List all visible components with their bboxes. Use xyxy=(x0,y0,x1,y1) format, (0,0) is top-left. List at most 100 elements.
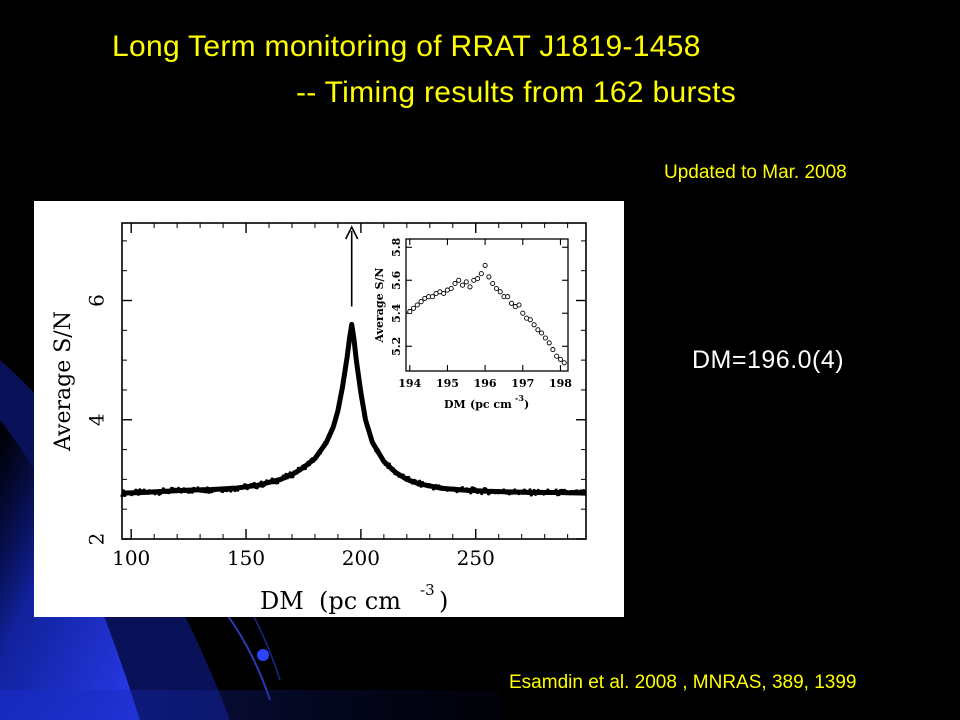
main-data-point xyxy=(416,483,420,487)
main-data-point xyxy=(156,490,160,494)
main-data-point xyxy=(554,488,558,492)
main-data-point xyxy=(295,471,299,475)
main-data-point xyxy=(318,451,323,455)
main-data-point xyxy=(307,463,311,467)
main-xtick-label: 100 xyxy=(112,546,150,570)
main-data-point xyxy=(540,489,544,493)
main-data-point xyxy=(142,488,146,492)
main-data-point xyxy=(265,479,269,483)
inset-data-point xyxy=(418,299,424,305)
main-data-point xyxy=(316,451,320,455)
main-data-point xyxy=(291,475,295,479)
main-data-point xyxy=(353,345,357,349)
inset-data-point xyxy=(410,305,417,311)
main-data-point xyxy=(329,431,334,435)
main-data-point xyxy=(434,483,438,488)
main-data-point xyxy=(229,489,233,493)
main-data-point xyxy=(372,442,376,446)
inset-data-point xyxy=(467,284,473,290)
main-xlabel-units: (pc cm xyxy=(319,587,401,615)
plot-panel: 100 150 200 250 2 4 6 Average S/N DM (pc cm -3) 194… xyxy=(34,201,624,617)
inset-xlabel-close: ) xyxy=(524,398,529,411)
main-data-point xyxy=(312,459,316,463)
inset-series-points xyxy=(407,262,567,366)
main-data-point xyxy=(339,393,343,397)
main-data-point xyxy=(582,489,586,493)
main-data-point xyxy=(146,491,150,495)
main-data-point xyxy=(313,457,317,461)
main-data-point xyxy=(465,487,469,491)
main-data-point xyxy=(535,492,539,496)
main-xtick-label: 250 xyxy=(457,546,495,570)
inset-data-point xyxy=(452,280,458,287)
main-data-point xyxy=(407,475,411,480)
main-data-point xyxy=(288,471,292,475)
main-data-point xyxy=(168,489,172,493)
inset-xtick-label: 194 xyxy=(398,377,421,390)
inset-data-point xyxy=(550,347,556,353)
main-data-point xyxy=(485,489,489,493)
main-data-point xyxy=(349,327,353,331)
main-xlabel: DM (pc cm -3) xyxy=(260,581,448,615)
main-data-point xyxy=(467,488,471,492)
main-data-point xyxy=(484,487,488,491)
main-data-point xyxy=(583,492,587,496)
main-plot-frame xyxy=(121,222,587,540)
inset-data-point xyxy=(407,309,413,315)
main-data-point xyxy=(241,485,245,490)
main-data-point xyxy=(141,491,145,495)
inset-data-point xyxy=(554,353,560,359)
inset-xlabel-exp: -3 xyxy=(515,393,524,403)
main-data-point xyxy=(391,467,396,471)
main-data-point xyxy=(357,376,361,380)
inset-data-point xyxy=(429,294,435,300)
main-data-point xyxy=(430,484,434,488)
inset-ytick-label: 5.6 xyxy=(390,270,403,289)
main-data-point xyxy=(531,492,535,496)
main-data-point xyxy=(132,490,136,495)
main-data-point xyxy=(389,465,393,469)
dm-result: DM=196.0(4) xyxy=(692,346,845,374)
main-data-point xyxy=(419,484,423,488)
main-xtick-label: 150 xyxy=(227,546,265,570)
main-data-point xyxy=(328,435,332,439)
main-data-point xyxy=(225,489,229,493)
main-data-point xyxy=(176,486,181,490)
inset-data-point xyxy=(505,294,511,300)
main-data-point xyxy=(263,481,267,485)
main-data-point xyxy=(356,367,360,371)
slide-title-line1: Long Term monitoring of RRAT J1819-1458 xyxy=(112,30,701,63)
main-data-point xyxy=(205,486,209,490)
main-data-point xyxy=(411,481,415,485)
main-data-point xyxy=(276,481,280,485)
main-ytick-label: 4 xyxy=(85,413,109,426)
main-data-point xyxy=(368,430,372,434)
peak-arrow-head xyxy=(344,225,359,240)
main-data-point xyxy=(284,472,288,476)
main-data-point xyxy=(128,490,132,494)
main-data-point xyxy=(255,486,259,490)
main-data-point xyxy=(546,488,550,492)
slide-title-line2: -- Timing results from 162 bursts xyxy=(296,76,737,109)
main-ylabel: Average S/N xyxy=(51,311,76,452)
main-data-point xyxy=(182,487,186,491)
inset-data-point xyxy=(542,335,548,341)
main-data-point xyxy=(350,324,354,328)
main-data-point xyxy=(340,383,345,387)
inset-ytick-label: 5.2 xyxy=(390,337,403,356)
main-data-point xyxy=(402,475,407,479)
main-xlabel-close: ) xyxy=(439,587,448,615)
main-data-point xyxy=(331,425,335,429)
inset-xlabel-units: (pc cm xyxy=(470,398,512,411)
inset-xtick-label: 195 xyxy=(436,377,459,390)
inset-xtick-label: 196 xyxy=(474,377,497,390)
main-data-point xyxy=(270,477,274,481)
inset-data-point xyxy=(456,277,462,283)
inset-data-point xyxy=(520,310,526,316)
main-ytick-label: 2 xyxy=(85,533,109,546)
main-data-point xyxy=(190,490,194,494)
main-data-point xyxy=(528,488,532,492)
inset-data-point xyxy=(557,356,564,362)
inset-data-point xyxy=(482,262,488,268)
inset-data-point xyxy=(546,340,552,346)
